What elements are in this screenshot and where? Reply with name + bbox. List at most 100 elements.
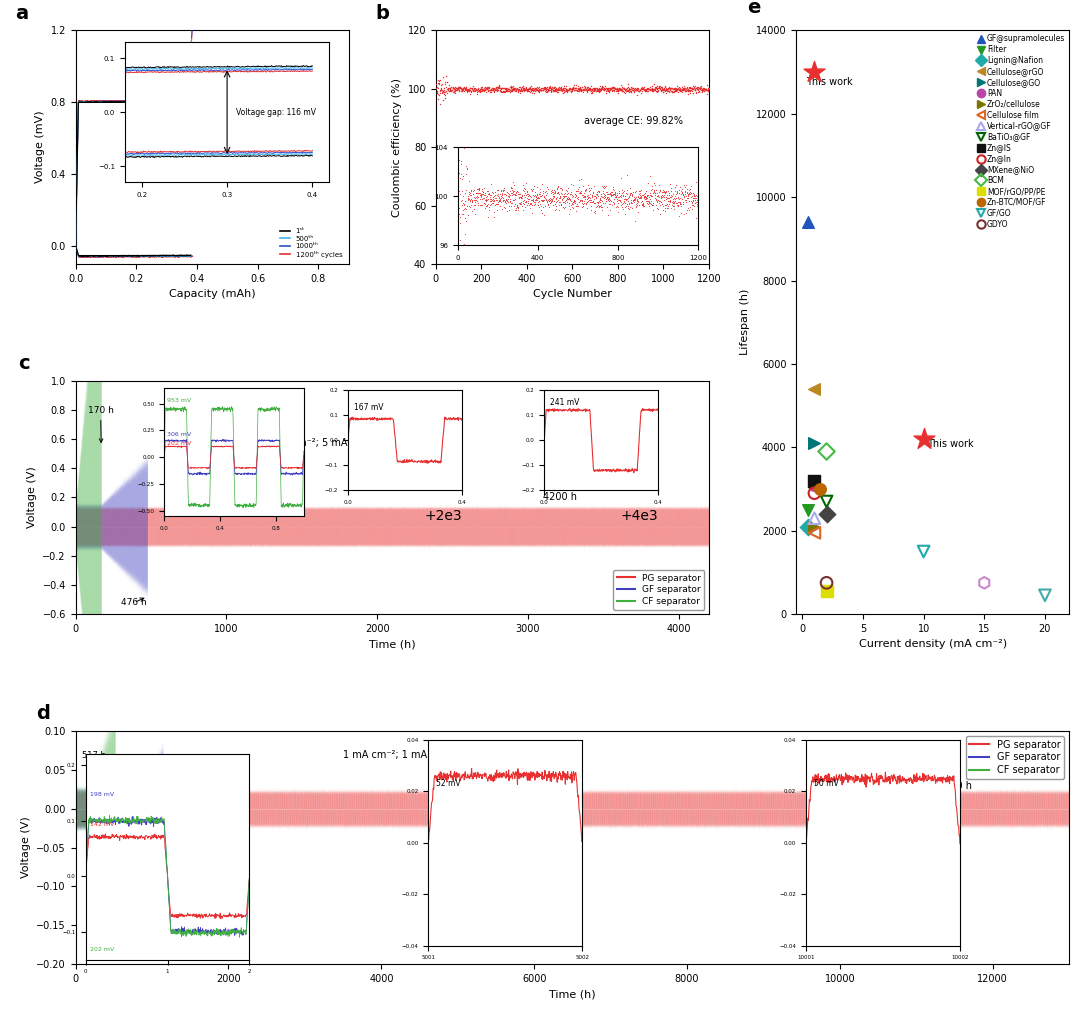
Point — [592, 81, 609, 97]
Point — [644, 83, 661, 99]
Point — [598, 81, 616, 97]
Point — [616, 81, 633, 97]
Point — [511, 82, 528, 98]
Point — [588, 80, 605, 96]
Legend: PG separator, GF separator, CF separator: PG separator, GF separator, CF separator — [613, 569, 704, 610]
Point — [620, 83, 637, 99]
Point — [485, 80, 502, 96]
Point — [473, 80, 490, 96]
Point — [440, 81, 457, 97]
Point — [681, 80, 699, 96]
Point — [523, 81, 540, 97]
Point — [661, 81, 678, 97]
Point — [680, 79, 698, 95]
Point — [525, 80, 542, 96]
Point — [497, 81, 514, 97]
Point — [915, 543, 932, 559]
Point — [806, 64, 823, 80]
Text: c: c — [18, 354, 30, 373]
Point — [593, 78, 610, 94]
Point — [604, 82, 621, 98]
Point — [577, 82, 594, 98]
Point — [692, 82, 710, 98]
Text: average CE: 99.82%: average CE: 99.82% — [584, 116, 683, 126]
Point — [548, 81, 565, 97]
Point — [431, 73, 448, 89]
Point — [472, 82, 489, 98]
Point — [584, 80, 602, 96]
Y-axis label: Lifespan (h): Lifespan (h) — [740, 289, 751, 355]
Point — [818, 574, 835, 591]
Point — [690, 80, 707, 96]
Point — [630, 81, 647, 97]
Point — [478, 82, 496, 98]
Point — [642, 82, 659, 98]
Point — [550, 82, 567, 98]
Point — [504, 82, 522, 98]
Point — [540, 82, 557, 98]
Point — [550, 80, 567, 96]
Point — [443, 82, 460, 98]
Point — [671, 80, 688, 96]
Text: 170 h: 170 h — [87, 406, 113, 443]
Point — [676, 79, 693, 95]
Point — [460, 81, 477, 97]
Point — [621, 82, 638, 98]
Point — [565, 82, 582, 98]
Point — [700, 80, 717, 96]
Point — [597, 81, 615, 97]
Point — [521, 80, 538, 96]
Point — [562, 81, 579, 97]
Point — [451, 80, 469, 96]
Point — [468, 82, 485, 98]
Point — [567, 81, 584, 97]
Point — [604, 80, 621, 96]
Point — [658, 82, 675, 98]
Point — [477, 80, 495, 96]
Point — [669, 81, 686, 97]
Point — [496, 80, 513, 96]
Point — [565, 82, 582, 98]
Point — [697, 82, 714, 98]
Point — [677, 83, 694, 99]
Point — [539, 81, 556, 97]
Point — [596, 78, 613, 94]
Point — [799, 214, 816, 230]
Point — [673, 83, 690, 99]
Point — [540, 81, 557, 97]
Point — [661, 80, 678, 96]
Point — [548, 80, 565, 96]
Legend: PG separator, GF separator, CF separator: PG separator, GF separator, CF separator — [966, 736, 1064, 780]
Point — [667, 82, 685, 98]
Point — [585, 83, 603, 99]
Point — [644, 80, 661, 96]
Point — [597, 83, 615, 99]
Point — [612, 81, 630, 97]
Point — [551, 79, 568, 95]
Point — [565, 77, 582, 93]
Point — [449, 81, 467, 97]
Point — [451, 79, 469, 95]
Point — [519, 81, 537, 97]
Point — [653, 82, 671, 98]
X-axis label: Time (h): Time (h) — [549, 990, 596, 1000]
Point — [499, 82, 516, 98]
Point — [619, 83, 636, 99]
Point — [672, 82, 689, 98]
Point — [445, 80, 462, 96]
Point — [699, 83, 716, 99]
Point — [458, 80, 475, 96]
Point — [438, 81, 456, 97]
Point — [464, 78, 482, 94]
Point — [676, 83, 693, 99]
Point — [699, 77, 716, 93]
Point — [441, 82, 458, 98]
Point — [630, 79, 647, 95]
Point — [619, 79, 636, 95]
Point — [597, 80, 615, 96]
Point — [629, 80, 646, 96]
Point — [546, 81, 564, 97]
Point — [563, 81, 580, 97]
Point — [437, 83, 455, 99]
Point — [489, 80, 507, 96]
